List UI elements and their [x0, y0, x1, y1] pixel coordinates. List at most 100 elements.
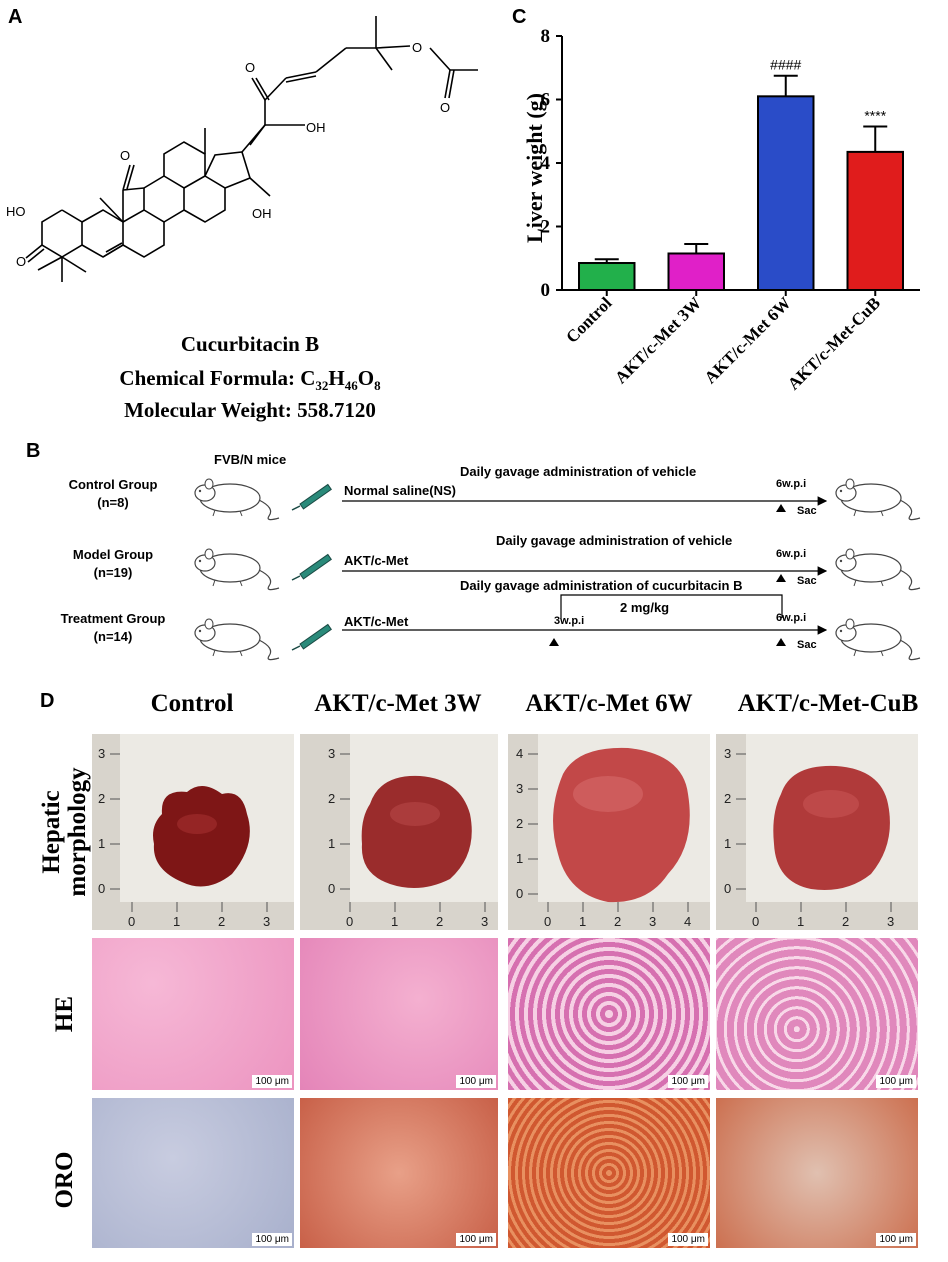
bar [667, 252, 725, 292]
ruler-label: 3 [724, 746, 731, 761]
ruler-label: 2 [218, 914, 225, 929]
bar [846, 150, 904, 291]
ruler-label: 0 [724, 881, 731, 896]
oro-image-6w: 100 μm [508, 1098, 710, 1248]
panel-letter-b: B [26, 440, 41, 462]
column-header-3w: AKT/c-Met 3W [314, 690, 482, 717]
end-timepoint: 6w.p.i [776, 612, 807, 624]
ruler-label: 2 [328, 791, 335, 806]
x-tick-label: Control [562, 293, 615, 346]
x-tick-label: AKT/c-Met 3W [611, 293, 705, 387]
o-label-3: O [16, 254, 26, 269]
x-tick-label: AKT/c-Met-CuB [784, 293, 884, 393]
ruler-label: 1 [328, 836, 335, 851]
panel-letter-a: A [8, 6, 23, 28]
ruler-label: 1 [173, 914, 180, 929]
y-tick-label: 0 [541, 280, 551, 301]
ruler-label: 1 [98, 836, 105, 851]
scale-bar: 100 μm [876, 1075, 916, 1088]
timepoint-marker [549, 638, 559, 646]
timepoint-marker [776, 574, 786, 582]
scale-bar: 100 μm [876, 1233, 916, 1246]
ruler-label: 3 [887, 914, 894, 929]
o-label-25: O [412, 40, 422, 55]
ruler-label: 3 [649, 914, 656, 929]
scale-bar: 100 μm [668, 1233, 708, 1246]
liver-photo-6w: 4 3 2 1 0 0 1 2 3 4 [508, 734, 710, 930]
column-header-control: Control [150, 690, 234, 717]
o-label-11: O [120, 148, 130, 163]
scale-bar: 100 μm [252, 1233, 292, 1246]
sac-label: Sac [797, 505, 817, 517]
ruler-label: 1 [391, 914, 398, 929]
mouse-icon [194, 548, 280, 591]
ho-label: HO [6, 204, 26, 219]
ruler-label: 2 [436, 914, 443, 929]
ruler-label: 4 [516, 746, 523, 761]
ruler-label: 3 [516, 781, 523, 796]
compound-name: Cucurbitacin B [180, 332, 320, 356]
x-tick-label: AKT/c-Met 6W [701, 293, 795, 387]
liver-photo-cub: 3 2 1 0 0 1 2 3 [716, 734, 918, 930]
ruler-label: 2 [842, 914, 849, 929]
admin-label: Daily gavage administration of vehicle [460, 464, 697, 479]
he-image-cub: 100 μm [716, 938, 918, 1090]
ruler-label: 2 [614, 914, 621, 929]
mouse-icon [835, 548, 921, 591]
y-axis-label: Liver weight (g) [522, 93, 547, 243]
row-header-morphology: Hepatic morphology [38, 767, 91, 897]
scale-bar: 100 μm [456, 1075, 496, 1088]
dose-label: 2 mg/kg [620, 600, 670, 615]
significance-label: **** [864, 107, 886, 123]
sac-label: Sac [797, 575, 817, 587]
o-label-22: O [245, 60, 255, 75]
ruler-label: 0 [328, 881, 335, 896]
mice-strain-label: FVB/N mice [214, 452, 287, 467]
ruler-label: 0 [128, 914, 135, 929]
ruler-label: 2 [98, 791, 105, 806]
group-label-treatment: Treatment Group (n=14) [60, 611, 166, 644]
ruler-label: 0 [752, 914, 759, 929]
admin-label: Daily gavage administration of cucurbita… [460, 578, 743, 593]
ruler-label: 0 [516, 886, 523, 901]
y-tick-label: 6 [541, 90, 551, 111]
scale-bar: 100 μm [668, 1075, 708, 1088]
he-image-3w: 100 μm [300, 938, 498, 1090]
sac-label: Sac [797, 639, 817, 651]
ruler-label: 3 [481, 914, 488, 929]
ruler-label: 0 [98, 881, 105, 896]
oro-image-control: 100 μm [92, 1098, 294, 1248]
syringe-icon [291, 553, 333, 581]
timepoint-marker [776, 638, 786, 646]
mouse-icon [194, 618, 280, 661]
ruler-label: 4 [684, 914, 691, 929]
oro-image-3w: 100 μm [300, 1098, 498, 1248]
row-header-he: HE [51, 995, 78, 1033]
oh-label-16: OH [252, 206, 272, 221]
end-timepoint: 6w.p.i [776, 548, 807, 560]
admin-label: Daily gavage administration of vehicle [496, 533, 733, 548]
group-label-control: Control Group (n=8) [68, 477, 158, 510]
bar [578, 262, 636, 291]
mouse-icon [194, 478, 280, 521]
bar [757, 95, 815, 291]
agent-label: AKT/c-Met [344, 614, 409, 629]
syringe-icon [291, 623, 333, 651]
mouse-icon [835, 618, 921, 661]
ruler-label: 1 [724, 836, 731, 851]
panel-letter-c: C [512, 6, 527, 28]
scale-bar: 100 μm [456, 1233, 496, 1246]
column-header-6w: AKT/c-Met 6W [525, 690, 693, 717]
y-tick-label: 4 [541, 153, 551, 174]
molecular-weight: Molecular Weight: 558.7120 [124, 398, 376, 422]
o-label-acetyl: O [440, 100, 450, 115]
column-header-cub: AKT/c-Met-CuB [737, 690, 919, 717]
ruler-label: 2 [516, 816, 523, 831]
ruler-label: 3 [328, 746, 335, 761]
ruler-label: 2 [724, 791, 731, 806]
scale-bar: 100 μm [252, 1075, 292, 1088]
panel-letter-d: D [40, 690, 55, 712]
ruler-label: 1 [516, 851, 523, 866]
ruler-label: 1 [579, 914, 586, 929]
